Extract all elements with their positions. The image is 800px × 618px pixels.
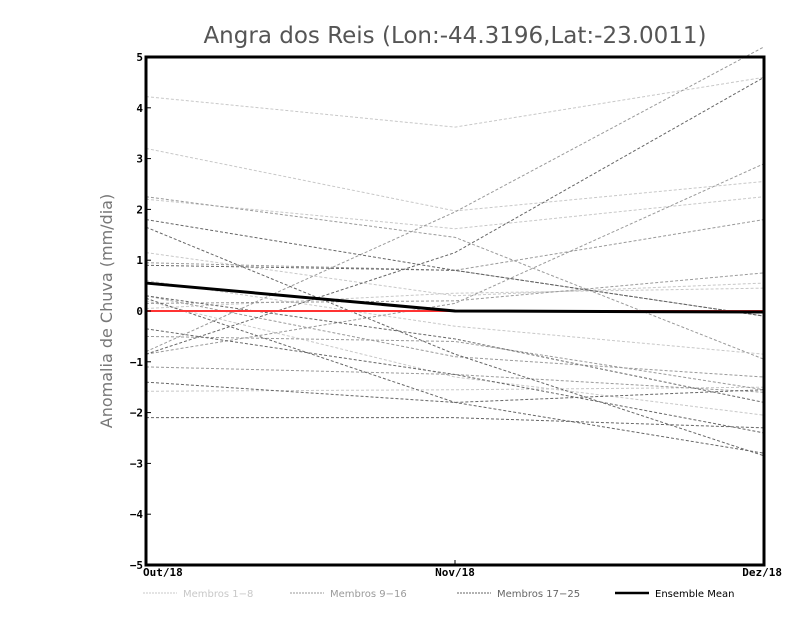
chart-title: Angra dos Reis (Lon:-44.3196,Lat:-23.001…	[203, 23, 706, 49]
legend-label: Membros 9−16	[330, 589, 407, 600]
member-line-group1-6	[145, 300, 765, 416]
member-line-group2-5	[145, 335, 765, 391]
legend-label: Ensemble Mean	[655, 589, 734, 600]
x-tick-label: Dez/18	[742, 566, 782, 579]
legend-item: Membros 9−16	[290, 589, 407, 600]
member-line-group1-3	[145, 196, 765, 230]
member-line-group2-3	[145, 196, 765, 360]
x-tick-label: Out/18	[143, 566, 183, 579]
member-line-group3-6	[145, 381, 765, 403]
member-line-group3-8	[145, 264, 765, 317]
member-line-group2-1	[145, 46, 765, 353]
y-tick-label: −5	[130, 559, 143, 572]
member-line-group3-7	[146, 417, 765, 429]
member-line-group2-2	[145, 219, 765, 271]
member-line-group3-3	[145, 226, 765, 457]
member-line-group3-4	[145, 297, 765, 454]
y-tick-label: −1	[130, 356, 144, 369]
y-tick-label: 4	[136, 102, 143, 115]
y-tick-label: 2	[136, 203, 143, 216]
member-line-group1-1	[145, 76, 765, 128]
member-line-group2-4	[145, 295, 765, 378]
member-line-group2-7	[145, 272, 765, 304]
member-line-group3-9	[145, 295, 765, 403]
member-line-group2-6	[145, 366, 765, 393]
legend-label: Membros 17−25	[497, 589, 580, 600]
legend-item: Ensemble Mean	[615, 589, 734, 600]
y-tick-label: 3	[136, 153, 143, 166]
y-tick-label: −3	[130, 457, 143, 470]
member-line-group3-1	[145, 76, 765, 355]
y-tick-label: 1	[136, 254, 143, 267]
y-tick-label: 0	[136, 305, 143, 318]
member-line-group2-8	[145, 163, 765, 355]
member-line-group1-4	[145, 252, 765, 297]
member-line-group1-2	[145, 147, 765, 212]
legend-label: Membros 1−8	[183, 589, 253, 600]
series-layer	[145, 46, 765, 457]
y-tick-label: −4	[130, 508, 144, 521]
y-axis-label: Anomalia de Chuva (mm/dia)	[97, 194, 116, 428]
legend-item: Membros 17−25	[457, 589, 580, 600]
member-line-group3-5	[145, 328, 765, 434]
ensemble-mean-line	[145, 281, 765, 314]
legend: Membros 1−8 Membros 9−16 Membros 17−25 Ense…	[143, 589, 734, 600]
member-line-group1-7	[145, 386, 765, 392]
member-line-group3-2	[145, 219, 765, 317]
member-line-group1-5	[145, 280, 765, 355]
ticks-layer: −5 −4 −3 −2 −1 0 1 2 3 4 5 Out/18 Nov/18 Dez/18	[130, 51, 782, 579]
y-tick-label: 5	[136, 51, 143, 64]
legend-item: Membros 1−8	[143, 589, 253, 600]
member-line-group1-8	[145, 287, 765, 309]
y-tick-label: −2	[130, 407, 143, 420]
x-tick-label: Nov/18	[435, 566, 475, 579]
